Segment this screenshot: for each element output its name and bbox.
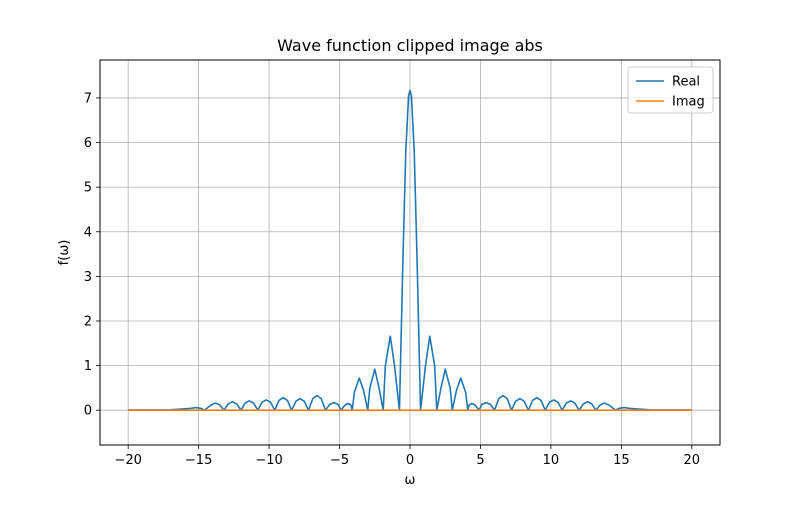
y-tick-label: 6 <box>84 136 92 151</box>
x-tick-label: 0 <box>406 453 414 468</box>
x-tick-label: −15 <box>185 453 212 468</box>
x-tick-label: 5 <box>476 453 484 468</box>
x-axis-label: ω <box>405 473 416 488</box>
y-tick-label: 2 <box>84 314 92 329</box>
x-tick-label: 20 <box>684 453 701 468</box>
y-tick-label: 0 <box>84 404 92 419</box>
x-tick-label: −20 <box>114 453 141 468</box>
x-tick-label: −10 <box>255 453 282 468</box>
x-tick-label: 15 <box>613 453 630 468</box>
series-line-real <box>128 89 692 411</box>
y-tick-label: 7 <box>84 91 92 106</box>
x-tick-label: −5 <box>330 453 349 468</box>
series-lines <box>128 89 692 411</box>
ticks: −20 −15 −10 −5 0 5 10 15 20 0 1 2 3 4 5 6 7 <box>84 91 700 468</box>
y-axis-label: f(ω) <box>57 240 72 266</box>
y-tick-label: 4 <box>84 225 92 240</box>
y-tick-label: 1 <box>84 359 92 374</box>
chart-title: Wave function clipped image abs <box>277 36 543 55</box>
legend-label: Real <box>672 75 700 90</box>
y-tick-label: 3 <box>84 270 92 285</box>
legend-label: Imag <box>672 95 705 110</box>
grid <box>100 60 720 445</box>
x-tick-label: 10 <box>543 453 560 468</box>
legend: Real Imag <box>627 66 714 114</box>
y-tick-label: 5 <box>84 181 92 196</box>
